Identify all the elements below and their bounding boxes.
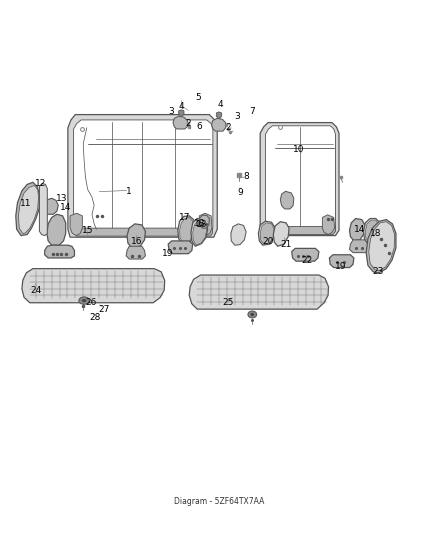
Ellipse shape bbox=[248, 311, 257, 318]
Polygon shape bbox=[231, 224, 246, 245]
Polygon shape bbox=[292, 248, 319, 261]
Bar bbox=[196, 188, 206, 203]
Text: 24: 24 bbox=[30, 286, 42, 295]
Polygon shape bbox=[350, 240, 371, 253]
Ellipse shape bbox=[251, 313, 254, 316]
Bar bbox=[320, 190, 328, 204]
Ellipse shape bbox=[237, 231, 241, 238]
Polygon shape bbox=[39, 183, 47, 236]
Text: 15: 15 bbox=[82, 226, 93, 235]
Polygon shape bbox=[329, 255, 354, 268]
Ellipse shape bbox=[185, 226, 190, 235]
Text: 23: 23 bbox=[372, 268, 383, 276]
Text: 26: 26 bbox=[85, 298, 97, 307]
Ellipse shape bbox=[82, 299, 86, 302]
Polygon shape bbox=[191, 219, 208, 246]
Polygon shape bbox=[350, 219, 365, 241]
Text: 3: 3 bbox=[168, 108, 174, 116]
Text: 18: 18 bbox=[370, 229, 381, 238]
Polygon shape bbox=[265, 126, 336, 232]
Polygon shape bbox=[127, 224, 145, 247]
Text: 8: 8 bbox=[243, 173, 249, 181]
Text: 11: 11 bbox=[20, 199, 31, 208]
Ellipse shape bbox=[370, 227, 375, 236]
Polygon shape bbox=[168, 241, 193, 254]
Ellipse shape bbox=[198, 228, 203, 237]
Text: 18: 18 bbox=[194, 220, 205, 228]
Text: 3: 3 bbox=[234, 112, 240, 120]
Polygon shape bbox=[366, 220, 396, 273]
Text: 7: 7 bbox=[249, 108, 255, 116]
Polygon shape bbox=[173, 116, 187, 129]
Text: 2: 2 bbox=[225, 124, 230, 132]
Polygon shape bbox=[45, 245, 74, 258]
Text: 25: 25 bbox=[222, 298, 233, 307]
Polygon shape bbox=[264, 227, 336, 235]
Text: 12: 12 bbox=[35, 180, 46, 188]
Text: 13: 13 bbox=[56, 194, 67, 203]
Polygon shape bbox=[180, 217, 194, 243]
Text: 13: 13 bbox=[196, 221, 207, 229]
Polygon shape bbox=[216, 112, 222, 118]
Text: 19: 19 bbox=[162, 249, 173, 257]
Polygon shape bbox=[179, 110, 184, 116]
Text: 14: 14 bbox=[60, 204, 71, 212]
Polygon shape bbox=[193, 220, 207, 245]
Polygon shape bbox=[273, 222, 289, 246]
Polygon shape bbox=[199, 213, 212, 236]
Text: Diagram - 5ZF64TX7AA: Diagram - 5ZF64TX7AA bbox=[174, 497, 264, 505]
Ellipse shape bbox=[79, 297, 89, 304]
Polygon shape bbox=[70, 213, 82, 236]
Polygon shape bbox=[22, 269, 165, 303]
Text: 1: 1 bbox=[126, 188, 132, 196]
Text: 17: 17 bbox=[179, 213, 191, 222]
Polygon shape bbox=[16, 182, 39, 236]
Polygon shape bbox=[199, 215, 209, 228]
Text: 4: 4 bbox=[218, 100, 223, 109]
Text: 27: 27 bbox=[99, 305, 110, 313]
Polygon shape bbox=[369, 222, 395, 271]
Polygon shape bbox=[280, 191, 294, 209]
Polygon shape bbox=[45, 198, 58, 214]
Text: 2: 2 bbox=[186, 119, 191, 128]
Text: 16: 16 bbox=[131, 238, 142, 246]
Text: 28: 28 bbox=[90, 313, 101, 322]
Text: 5: 5 bbox=[195, 93, 201, 101]
Text: 6: 6 bbox=[196, 123, 202, 131]
Polygon shape bbox=[212, 118, 226, 131]
Ellipse shape bbox=[279, 230, 284, 239]
Text: 9: 9 bbox=[237, 189, 243, 197]
Polygon shape bbox=[258, 221, 275, 245]
Ellipse shape bbox=[265, 230, 270, 238]
Polygon shape bbox=[364, 219, 381, 244]
Polygon shape bbox=[178, 216, 195, 244]
Text: 19: 19 bbox=[335, 262, 346, 271]
Text: 14: 14 bbox=[353, 225, 365, 233]
Polygon shape bbox=[260, 123, 339, 236]
Text: 10: 10 bbox=[293, 145, 304, 154]
Text: 4: 4 bbox=[178, 102, 184, 111]
Text: 20: 20 bbox=[262, 237, 274, 246]
Text: 21: 21 bbox=[280, 240, 291, 248]
Polygon shape bbox=[74, 120, 213, 233]
Polygon shape bbox=[68, 115, 217, 237]
Polygon shape bbox=[365, 220, 380, 243]
Polygon shape bbox=[260, 223, 274, 244]
Text: 22: 22 bbox=[301, 256, 312, 264]
Polygon shape bbox=[126, 246, 145, 259]
Polygon shape bbox=[322, 215, 335, 235]
Bar bbox=[196, 214, 206, 224]
Polygon shape bbox=[18, 185, 39, 233]
Polygon shape bbox=[189, 275, 328, 309]
Polygon shape bbox=[74, 228, 212, 236]
Polygon shape bbox=[47, 214, 66, 245]
